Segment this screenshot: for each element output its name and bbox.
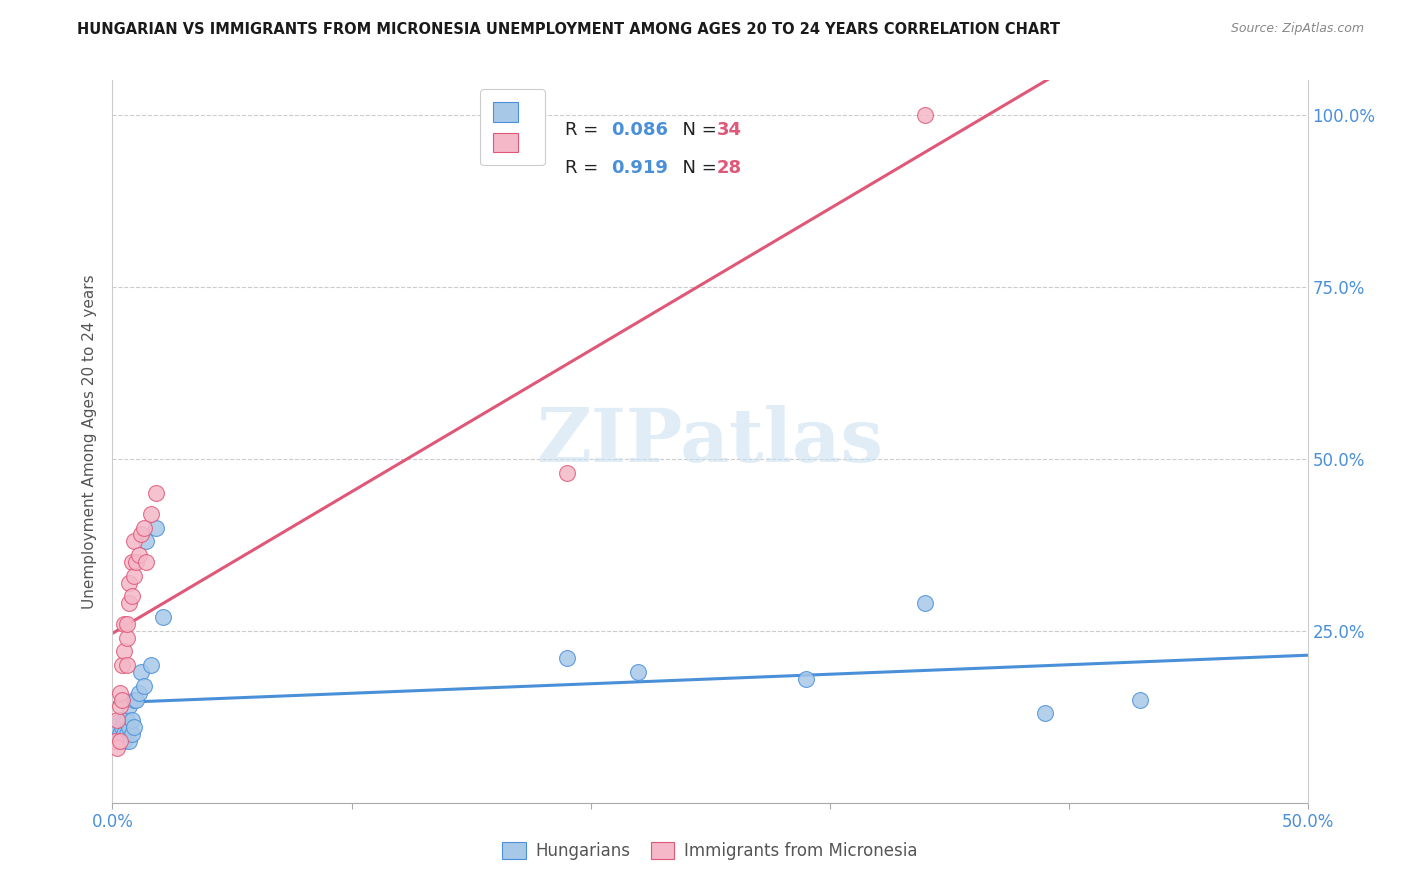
Point bbox=[914, 108, 936, 122]
Point bbox=[118, 734, 141, 748]
Point bbox=[111, 734, 134, 748]
Y-axis label: Unemployment Among Ages 20 to 24 years: Unemployment Among Ages 20 to 24 years bbox=[82, 274, 97, 609]
Point bbox=[132, 679, 155, 693]
Point bbox=[129, 527, 152, 541]
Point bbox=[145, 520, 167, 534]
Point bbox=[121, 727, 143, 741]
Text: ZIPatlas: ZIPatlas bbox=[537, 405, 883, 478]
Point bbox=[128, 548, 150, 562]
Point bbox=[555, 651, 578, 665]
Point bbox=[129, 665, 152, 679]
Point bbox=[125, 555, 148, 569]
Point bbox=[121, 555, 143, 569]
Point bbox=[122, 720, 145, 734]
Point bbox=[122, 568, 145, 582]
Point bbox=[111, 692, 134, 706]
Point bbox=[114, 713, 135, 727]
Text: R =: R = bbox=[565, 121, 605, 139]
Text: N =: N = bbox=[671, 160, 723, 178]
Legend: Hungarians, Immigrants from Micronesia: Hungarians, Immigrants from Micronesia bbox=[496, 835, 924, 867]
Point bbox=[108, 713, 131, 727]
Point bbox=[118, 699, 141, 714]
Point bbox=[108, 686, 131, 700]
Point bbox=[105, 713, 128, 727]
Point bbox=[111, 720, 134, 734]
Point bbox=[114, 644, 135, 658]
Point bbox=[105, 720, 128, 734]
Point bbox=[115, 727, 138, 741]
Point bbox=[118, 575, 141, 590]
Point bbox=[1129, 692, 1152, 706]
Point bbox=[104, 734, 127, 748]
Point bbox=[105, 734, 128, 748]
Point bbox=[115, 631, 138, 645]
Point bbox=[1033, 706, 1056, 721]
Point bbox=[115, 713, 138, 727]
Point bbox=[135, 555, 157, 569]
Text: N =: N = bbox=[671, 121, 723, 139]
Point bbox=[139, 658, 162, 673]
Text: HUNGARIAN VS IMMIGRANTS FROM MICRONESIA UNEMPLOYMENT AMONG AGES 20 TO 24 YEARS C: HUNGARIAN VS IMMIGRANTS FROM MICRONESIA … bbox=[77, 22, 1060, 37]
Text: Source: ZipAtlas.com: Source: ZipAtlas.com bbox=[1230, 22, 1364, 36]
Point bbox=[108, 734, 131, 748]
Point bbox=[914, 596, 936, 610]
Point bbox=[121, 590, 143, 604]
Text: 0.086: 0.086 bbox=[612, 121, 668, 139]
Point bbox=[122, 534, 145, 549]
Point bbox=[105, 740, 128, 755]
Point bbox=[111, 658, 134, 673]
Point bbox=[627, 665, 650, 679]
Point bbox=[114, 734, 135, 748]
Point bbox=[114, 727, 135, 741]
Point bbox=[118, 720, 141, 734]
Text: 34: 34 bbox=[717, 121, 742, 139]
Text: 0.919: 0.919 bbox=[612, 160, 668, 178]
Point bbox=[128, 686, 150, 700]
Text: R =: R = bbox=[565, 160, 605, 178]
Point bbox=[122, 692, 145, 706]
Point bbox=[121, 713, 143, 727]
Point bbox=[104, 727, 127, 741]
Point bbox=[555, 466, 578, 480]
Point bbox=[152, 610, 174, 624]
Text: 28: 28 bbox=[717, 160, 742, 178]
Point bbox=[125, 692, 148, 706]
Point bbox=[145, 486, 167, 500]
Point bbox=[108, 727, 131, 741]
Point bbox=[135, 534, 157, 549]
Point bbox=[115, 616, 138, 631]
Point bbox=[108, 699, 131, 714]
Point bbox=[115, 658, 138, 673]
Point bbox=[118, 596, 141, 610]
Point bbox=[132, 520, 155, 534]
Point bbox=[794, 672, 817, 686]
Point bbox=[108, 734, 131, 748]
Point bbox=[139, 507, 162, 521]
Point bbox=[114, 616, 135, 631]
